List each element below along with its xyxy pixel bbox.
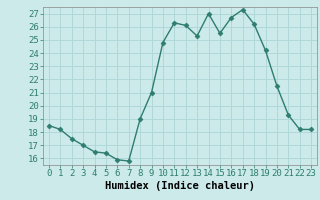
X-axis label: Humidex (Indice chaleur): Humidex (Indice chaleur) (105, 181, 255, 191)
